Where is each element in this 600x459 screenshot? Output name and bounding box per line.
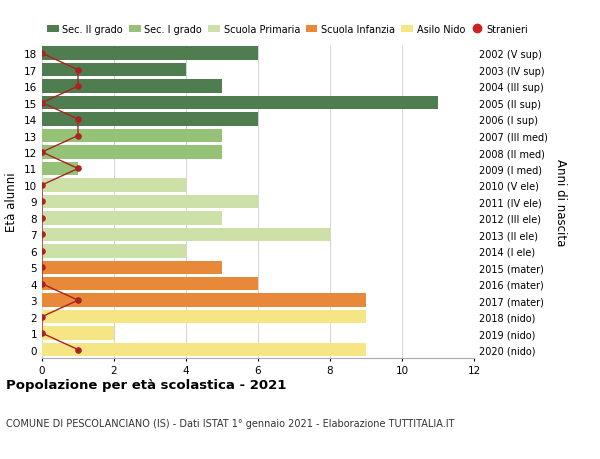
Point xyxy=(37,330,47,337)
Bar xyxy=(42,129,222,143)
Point xyxy=(73,165,83,173)
Point xyxy=(37,100,47,107)
Bar xyxy=(42,277,258,291)
Bar xyxy=(42,261,222,274)
Point xyxy=(37,50,47,58)
Legend: Sec. II grado, Sec. I grado, Scuola Primaria, Scuola Infanzia, Asilo Nido, Stran: Sec. II grado, Sec. I grado, Scuola Prim… xyxy=(47,25,528,35)
Bar xyxy=(42,228,330,241)
Point xyxy=(37,264,47,271)
Bar xyxy=(42,195,258,209)
Bar xyxy=(42,162,78,176)
Text: COMUNE DI PESCOLANCIANO (IS) - Dati ISTAT 1° gennaio 2021 - Elaborazione TUTTITA: COMUNE DI PESCOLANCIANO (IS) - Dati ISTA… xyxy=(6,418,455,428)
Bar xyxy=(42,245,186,258)
Point xyxy=(37,247,47,255)
Bar xyxy=(42,113,258,127)
Point xyxy=(37,198,47,206)
Point xyxy=(37,313,47,321)
Bar xyxy=(42,212,222,225)
Bar xyxy=(42,179,186,192)
Point xyxy=(73,133,83,140)
Text: Popolazione per età scolastica - 2021: Popolazione per età scolastica - 2021 xyxy=(6,379,286,392)
Point xyxy=(73,83,83,90)
Point xyxy=(37,182,47,189)
Point xyxy=(73,116,83,123)
Bar xyxy=(42,343,366,357)
Bar xyxy=(42,327,114,340)
Point xyxy=(73,297,83,304)
Point xyxy=(73,67,83,74)
Y-axis label: Anni di nascita: Anni di nascita xyxy=(554,158,567,246)
Point xyxy=(37,215,47,222)
Bar xyxy=(42,80,222,94)
Bar xyxy=(42,294,366,307)
Bar xyxy=(42,146,222,159)
Point xyxy=(37,280,47,288)
Bar xyxy=(42,64,186,77)
Bar xyxy=(42,47,258,61)
Point xyxy=(37,231,47,239)
Point xyxy=(73,346,83,353)
Bar xyxy=(42,97,438,110)
Point xyxy=(37,149,47,157)
Y-axis label: Età alunni: Età alunni xyxy=(5,172,19,232)
Bar xyxy=(42,310,366,324)
